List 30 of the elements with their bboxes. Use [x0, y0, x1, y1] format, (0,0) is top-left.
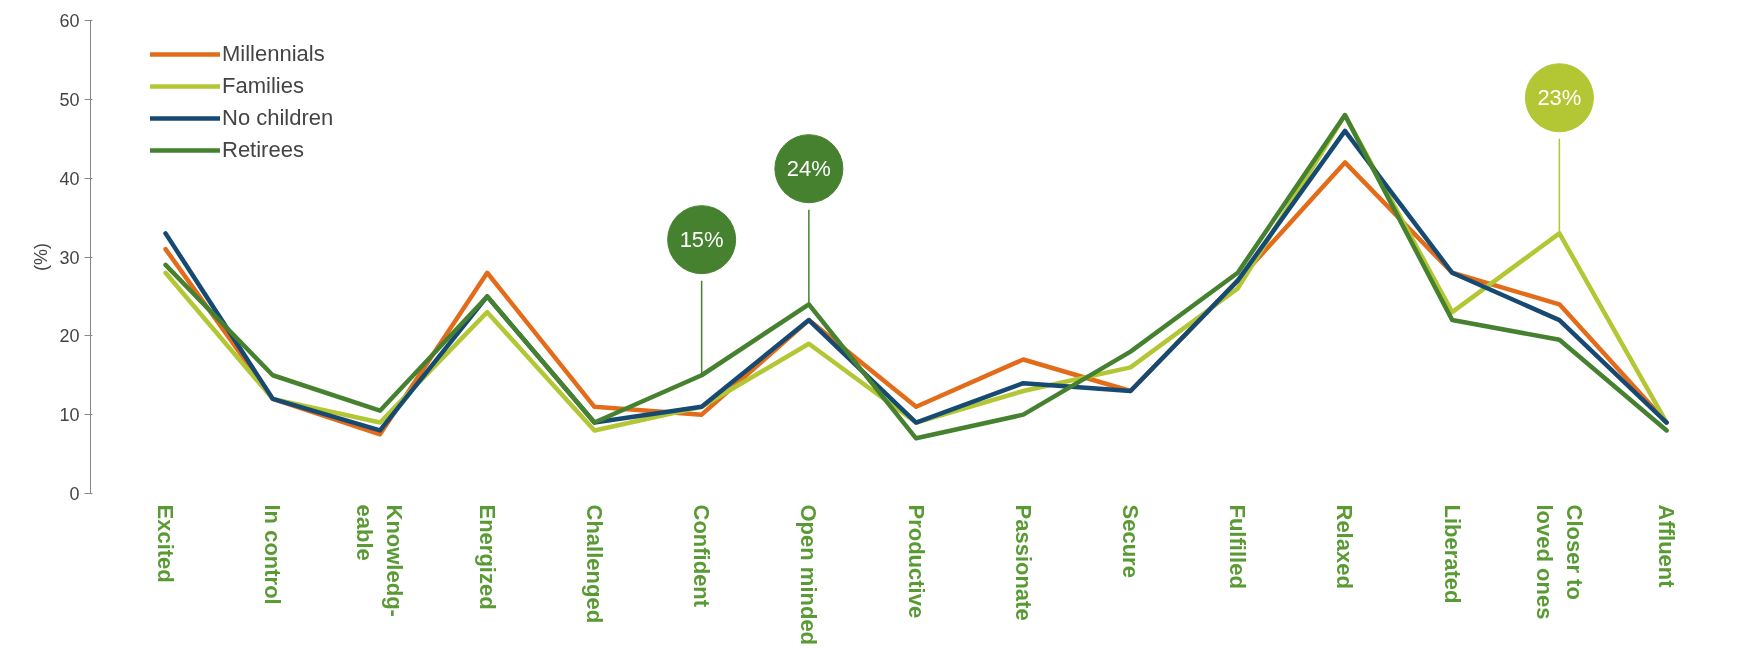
y-tick-label: 60 [59, 11, 80, 31]
annotation: 24% [786, 156, 831, 182]
legend-label: Retirees [222, 137, 304, 163]
x-tick-label: Fulfilled [1225, 504, 1251, 589]
x-tick-label: In control [260, 504, 286, 605]
x-tick-label: Passionate [1010, 504, 1036, 621]
x-tick-label: Productive [903, 504, 929, 619]
x-tick-label: Secure [1118, 504, 1144, 578]
x-tick-label: Energized [474, 504, 500, 610]
y-tick-label: 40 [59, 168, 80, 189]
legend-label: Families [222, 73, 304, 99]
x-tick-label: Relaxed [1332, 504, 1358, 589]
x-tick-label: Knowledg- eable [352, 504, 408, 617]
x-tick-label: Confident [689, 504, 715, 608]
y-tick-label: 20 [59, 326, 80, 347]
x-tick-label: Affluent [1654, 504, 1680, 589]
y-tick-label: 0 [69, 484, 80, 504]
annotation: 23% [1537, 85, 1582, 111]
annotation: 15% [679, 227, 724, 253]
legend-label: No children [222, 105, 334, 131]
y-tick-label: 50 [59, 89, 80, 110]
x-tick-label: Closer to loved ones [1531, 504, 1587, 620]
legend-label: Millennials [222, 41, 325, 67]
y-tick-label: 30 [59, 247, 80, 268]
x-tick-label: Challenged [581, 504, 607, 624]
x-tick-label: Excited [153, 504, 179, 583]
y-axis-title: (%) [31, 243, 52, 271]
y-tick-label: 10 [59, 405, 80, 426]
x-tick-label: Liberated [1439, 504, 1465, 604]
x-tick-label: Open minded [796, 504, 822, 646]
